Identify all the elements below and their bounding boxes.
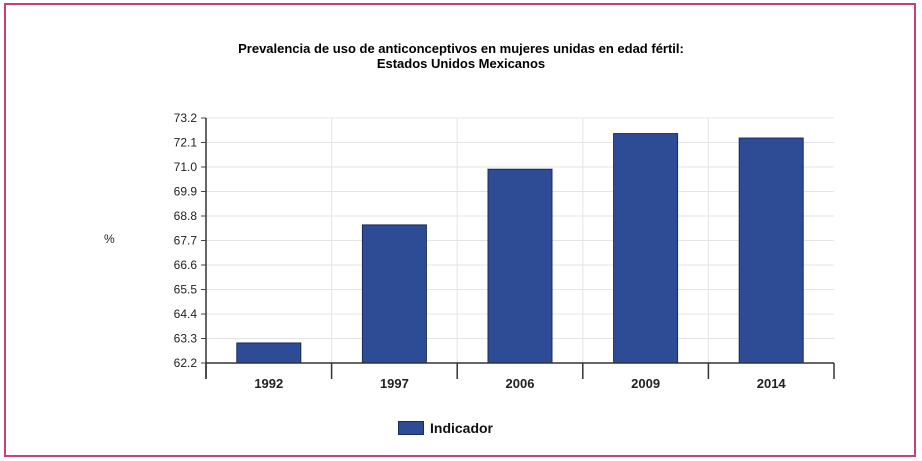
axis-layer: 62.2 63.3 64.4 65.5 66.6 67.7 68.8 69.9 71.0 72.1…: [174, 111, 835, 391]
bar-2009: [613, 133, 679, 364]
y-tick-label: 65.5: [174, 283, 198, 297]
y-tick-label: 73.2: [174, 111, 198, 125]
y-tick-label: 64.4: [174, 307, 198, 321]
legend-swatch: [398, 421, 424, 435]
x-tick-label: 1992: [254, 376, 283, 391]
y-tick-label: 62.2: [174, 356, 198, 370]
y-axis-label: %: [104, 232, 115, 246]
bar-1992: [236, 342, 302, 364]
chart-subtitle: Estados Unidos Mexicanos: [376, 56, 546, 71]
y-tick-label: 66.6: [174, 258, 198, 272]
x-tick-label: 2009: [631, 376, 660, 391]
bar-2014: [738, 137, 804, 364]
y-tick-label: 72.1: [174, 136, 198, 150]
y-tick-label: 69.9: [174, 185, 198, 199]
chart-title-block: Prevalencia de uso de anticonceptivos en…: [0, 41, 922, 71]
y-tick-label: 63.3: [174, 332, 198, 346]
x-tick-label: 2006: [506, 376, 535, 391]
bar-layer: [236, 133, 804, 364]
x-tick-label: 2014: [757, 376, 787, 391]
bar-1997: [361, 224, 427, 364]
y-tick-label: 68.8: [174, 209, 198, 223]
y-tick-label: 67.7: [174, 234, 198, 248]
bar-2006: [487, 168, 553, 364]
x-tick-label: 1997: [380, 376, 409, 391]
y-tick-label: 71.0: [174, 160, 198, 174]
legend-label: Indicador: [430, 420, 494, 436]
chart-title: Prevalencia de uso de anticonceptivos en…: [238, 41, 684, 56]
legend: Indicador: [398, 418, 493, 438]
